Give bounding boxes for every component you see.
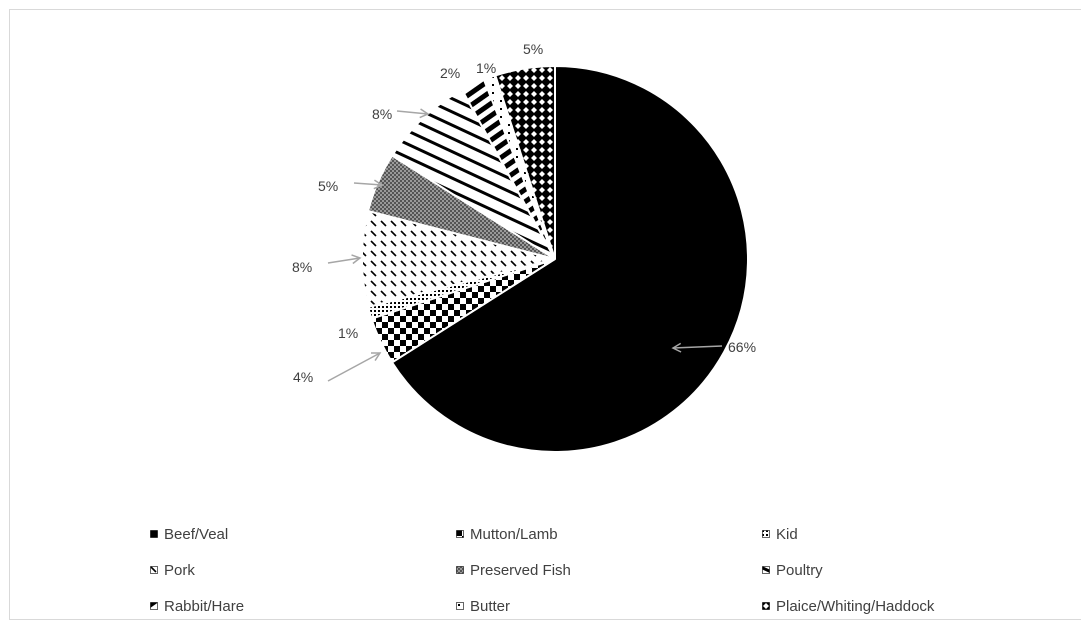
legend-item: Butter	[456, 588, 762, 624]
leader-arrowhead	[419, 108, 430, 119]
pie-slice-plaice-whiting-haddock	[494, 64, 556, 260]
legend-item: Plaice/Whiting/Haddock	[762, 588, 1052, 624]
legend-swatch	[150, 566, 158, 574]
legend-item: Poultry	[762, 552, 1052, 588]
leader-line	[396, 110, 429, 115]
data-label: 1%	[338, 325, 358, 341]
legend-item: Pork	[150, 552, 456, 588]
leader-line	[353, 182, 383, 186]
legend-item: Kid	[762, 516, 1052, 552]
legend-item: Mutton/Lamb	[456, 516, 762, 552]
pie-slice-beef-veal	[390, 64, 749, 453]
chart-area: 66% 4% 1% 8% 5% 8% 2% 1% 5% Beef/Veal Mutton/Lamb…	[9, 9, 1081, 620]
legend-label: Poultry	[776, 561, 823, 579]
legend-swatch	[150, 602, 158, 610]
legend-label: Pork	[164, 561, 195, 579]
leader-line	[327, 352, 381, 382]
legend-swatch	[762, 602, 770, 610]
data-label: 8%	[372, 106, 392, 122]
leader-arrowhead	[671, 342, 682, 353]
legend-label: Kid	[776, 525, 798, 543]
leader-arrowhead	[370, 352, 382, 361]
legend-swatch	[762, 530, 770, 538]
legend-swatch	[150, 530, 158, 538]
legend-label: Mutton/Lamb	[470, 525, 558, 543]
legend: Beef/Veal Mutton/Lamb Kid Pork Preserved Fis…	[150, 516, 1050, 624]
legend-label: Rabbit/Hare	[164, 597, 245, 615]
data-label: 5%	[523, 41, 543, 57]
data-label: 2%	[440, 65, 460, 81]
data-label: 8%	[292, 259, 312, 275]
leader-arrowhead	[351, 254, 362, 265]
legend-label: Beef/Veal	[164, 525, 229, 543]
legend-swatch	[456, 566, 464, 574]
legend-label: Butter	[470, 597, 511, 615]
legend-swatch	[762, 566, 770, 574]
data-label: 1%	[476, 60, 496, 76]
leader-line	[672, 345, 723, 349]
legend-item: Beef/Veal	[150, 516, 456, 552]
legend-label: Plaice/Whiting/Haddock	[776, 597, 935, 615]
pie-slice-poultry	[390, 88, 556, 260]
pie-chart: 66% 4% 1% 8% 5% 8% 2% 1% 5%	[292, 41, 756, 453]
leader-arrowhead	[373, 179, 384, 190]
legend-swatch	[456, 602, 464, 610]
legend-swatch	[456, 530, 464, 538]
leader-line	[327, 257, 361, 264]
data-label: 66%	[728, 339, 756, 355]
data-label: 4%	[293, 369, 313, 385]
data-label: 5%	[318, 178, 338, 194]
legend-item: Preserved Fish	[456, 552, 762, 588]
pie-slice-pork	[361, 209, 556, 309]
legend-label: Preserved Fish	[470, 561, 571, 579]
legend-item: Rabbit/Hare	[150, 588, 456, 624]
